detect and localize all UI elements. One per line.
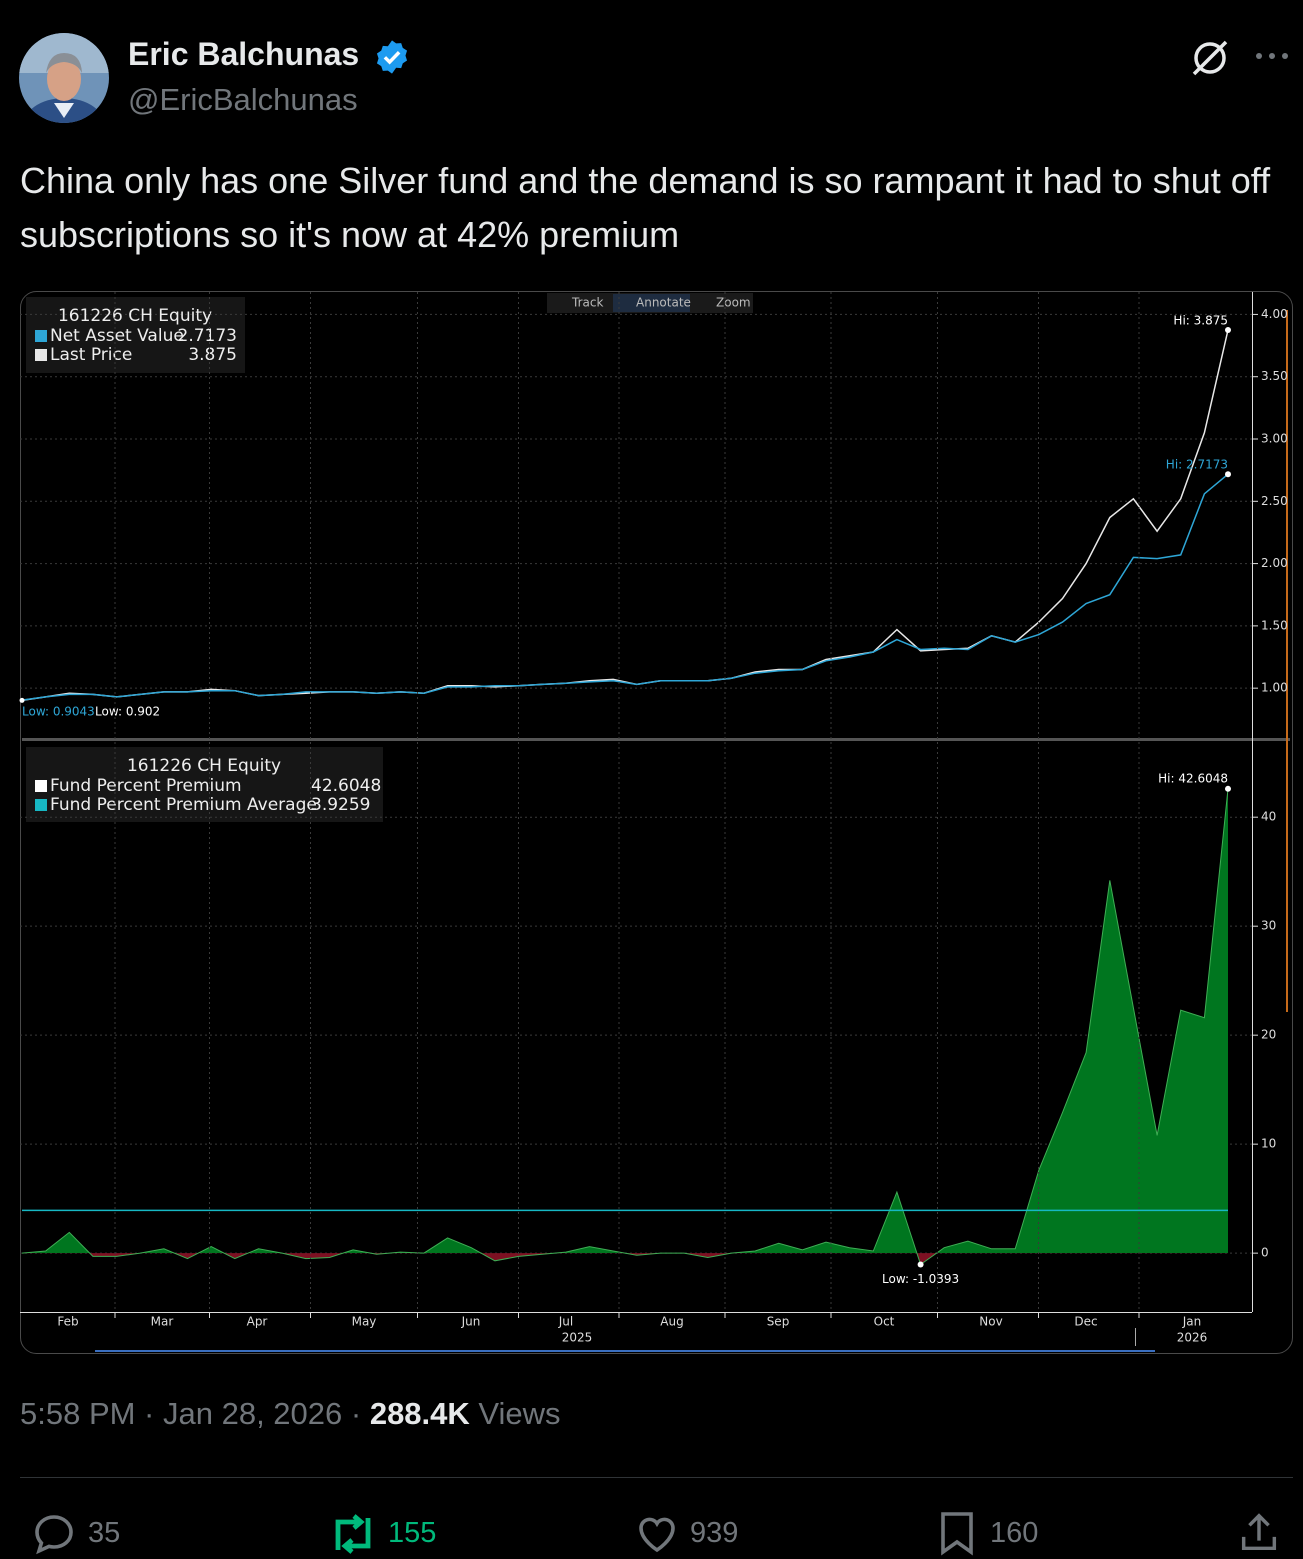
y-tick-label: 3.50 (1261, 369, 1288, 383)
toolbar-button: Track (571, 296, 603, 310)
author-name[interactable]: Eric Balchunas (128, 36, 360, 72)
grok-icon[interactable] (1188, 36, 1232, 80)
x-tick-label: Mar (151, 1315, 174, 1329)
x-tick-label: Dec (1074, 1315, 1097, 1329)
y-tick-label: 2.00 (1261, 556, 1288, 570)
legend-swatch (35, 780, 47, 792)
low-marker (19, 697, 25, 703)
chart-frame (20, 291, 1293, 1354)
legend-label: Fund Percent Premium (50, 776, 242, 796)
bookmark-icon[interactable] (935, 1508, 979, 1558)
y-tick-label: 2.50 (1261, 494, 1288, 508)
view-count: 288.4K (369, 1396, 470, 1431)
x-tick-label: Oct (874, 1315, 895, 1329)
low-label: Low: -1.0393 (882, 1272, 959, 1286)
y-tick-label: 4.00 (1261, 307, 1288, 321)
views-label: Views (478, 1396, 561, 1431)
y-tick-label: 3.00 (1261, 432, 1288, 446)
like-icon[interactable] (633, 1510, 681, 1558)
hi-marker (1225, 785, 1231, 792)
y-tick-label: 40 (1261, 810, 1276, 824)
x-tick-label: Aug (660, 1315, 683, 1329)
legend-label: Net Asset Value (50, 326, 184, 346)
legend-box (26, 747, 383, 822)
y-tick-label: 30 (1261, 919, 1276, 933)
y-tick-label: 10 (1261, 1137, 1276, 1151)
x-tick-label: Feb (57, 1315, 78, 1329)
post-text: China only has one Silver fund and the d… (20, 160, 1271, 255)
timestamp[interactable]: 5:58 PM · Jan 28, 2026 · (20, 1396, 362, 1431)
legend-label: Fund Percent Premium Average (50, 795, 317, 815)
hi-label: Hi: 42.6048 (1158, 771, 1228, 785)
legend-swatch (35, 799, 47, 811)
divider (20, 1477, 1293, 1478)
legend-swatch (35, 349, 47, 361)
y-tick-label: 1.00 (1261, 681, 1288, 695)
low-label: Low: 0.9043 (22, 705, 95, 719)
toolbar-active (613, 294, 690, 312)
share-icon[interactable] (1236, 1510, 1282, 1556)
verified-badge (376, 40, 408, 74)
legend-title: 161226 CH Equity (58, 306, 212, 326)
repost-icon[interactable] (328, 1510, 378, 1558)
toolbar-button: Annotate (636, 296, 691, 310)
low-marker (917, 1261, 924, 1268)
avatar[interactable] (19, 33, 109, 123)
reply-icon[interactable] (30, 1510, 78, 1558)
legend-value: 3.875 (188, 345, 237, 365)
x-tick-label: Nov (979, 1315, 1002, 1329)
y-tick-label: 0 (1261, 1246, 1269, 1260)
hi-label: Hi: 3.875 (1173, 313, 1228, 327)
bookmark-count: 160 (990, 1517, 1039, 1549)
hi-marker (1225, 326, 1231, 333)
legend-value: 2.7173 (178, 326, 237, 346)
repost-count: 155 (388, 1517, 437, 1549)
x-tick-label: Apr (247, 1315, 268, 1329)
x-tick-label: Jun (461, 1315, 481, 1329)
y-tick-label: 1.50 (1261, 618, 1288, 632)
more-menu[interactable] (1254, 48, 1290, 64)
x-tick-label: Jul (558, 1315, 573, 1329)
chart-image[interactable]: Track Annotate Zoom 1.00 1.50 2.00 2.50 3.00 3.5… (0, 0, 1303, 1400)
area-positive (23, 788, 1228, 1253)
x-tick-label: May (352, 1315, 377, 1329)
post-meta: 5:58 PM · Jan 28, 2026 · 288.4K Views (20, 1396, 561, 1432)
y-tick-label: 20 (1261, 1028, 1276, 1042)
legend-value: 3.9259 (311, 795, 370, 815)
author-handle[interactable]: @EricBalchunas (128, 82, 358, 117)
reply-count: 35 (88, 1517, 121, 1549)
line-series (21, 473, 1229, 701)
like-count: 939 (690, 1517, 739, 1549)
toolbar-button: Zoom (716, 296, 751, 310)
low-label: Low: 0.902 (95, 705, 160, 719)
year-label: 2025 (562, 1331, 593, 1345)
legend-label: Last Price (50, 345, 132, 365)
hi-label: Hi: 2.7173 (1166, 458, 1228, 472)
x-tick-label: Sep (767, 1315, 790, 1329)
x-tick-label: Jan (1182, 1315, 1202, 1329)
legend-box (26, 297, 245, 373)
legend-title: 161226 CH Equity (127, 756, 281, 776)
year-label: 2026 (1177, 1331, 1208, 1345)
legend-value: 42.6048 (311, 776, 381, 796)
legend-swatch (35, 330, 47, 342)
area-negative (22, 1253, 1228, 1265)
area-edge (21, 788, 1229, 1266)
hi-marker (1225, 471, 1231, 478)
